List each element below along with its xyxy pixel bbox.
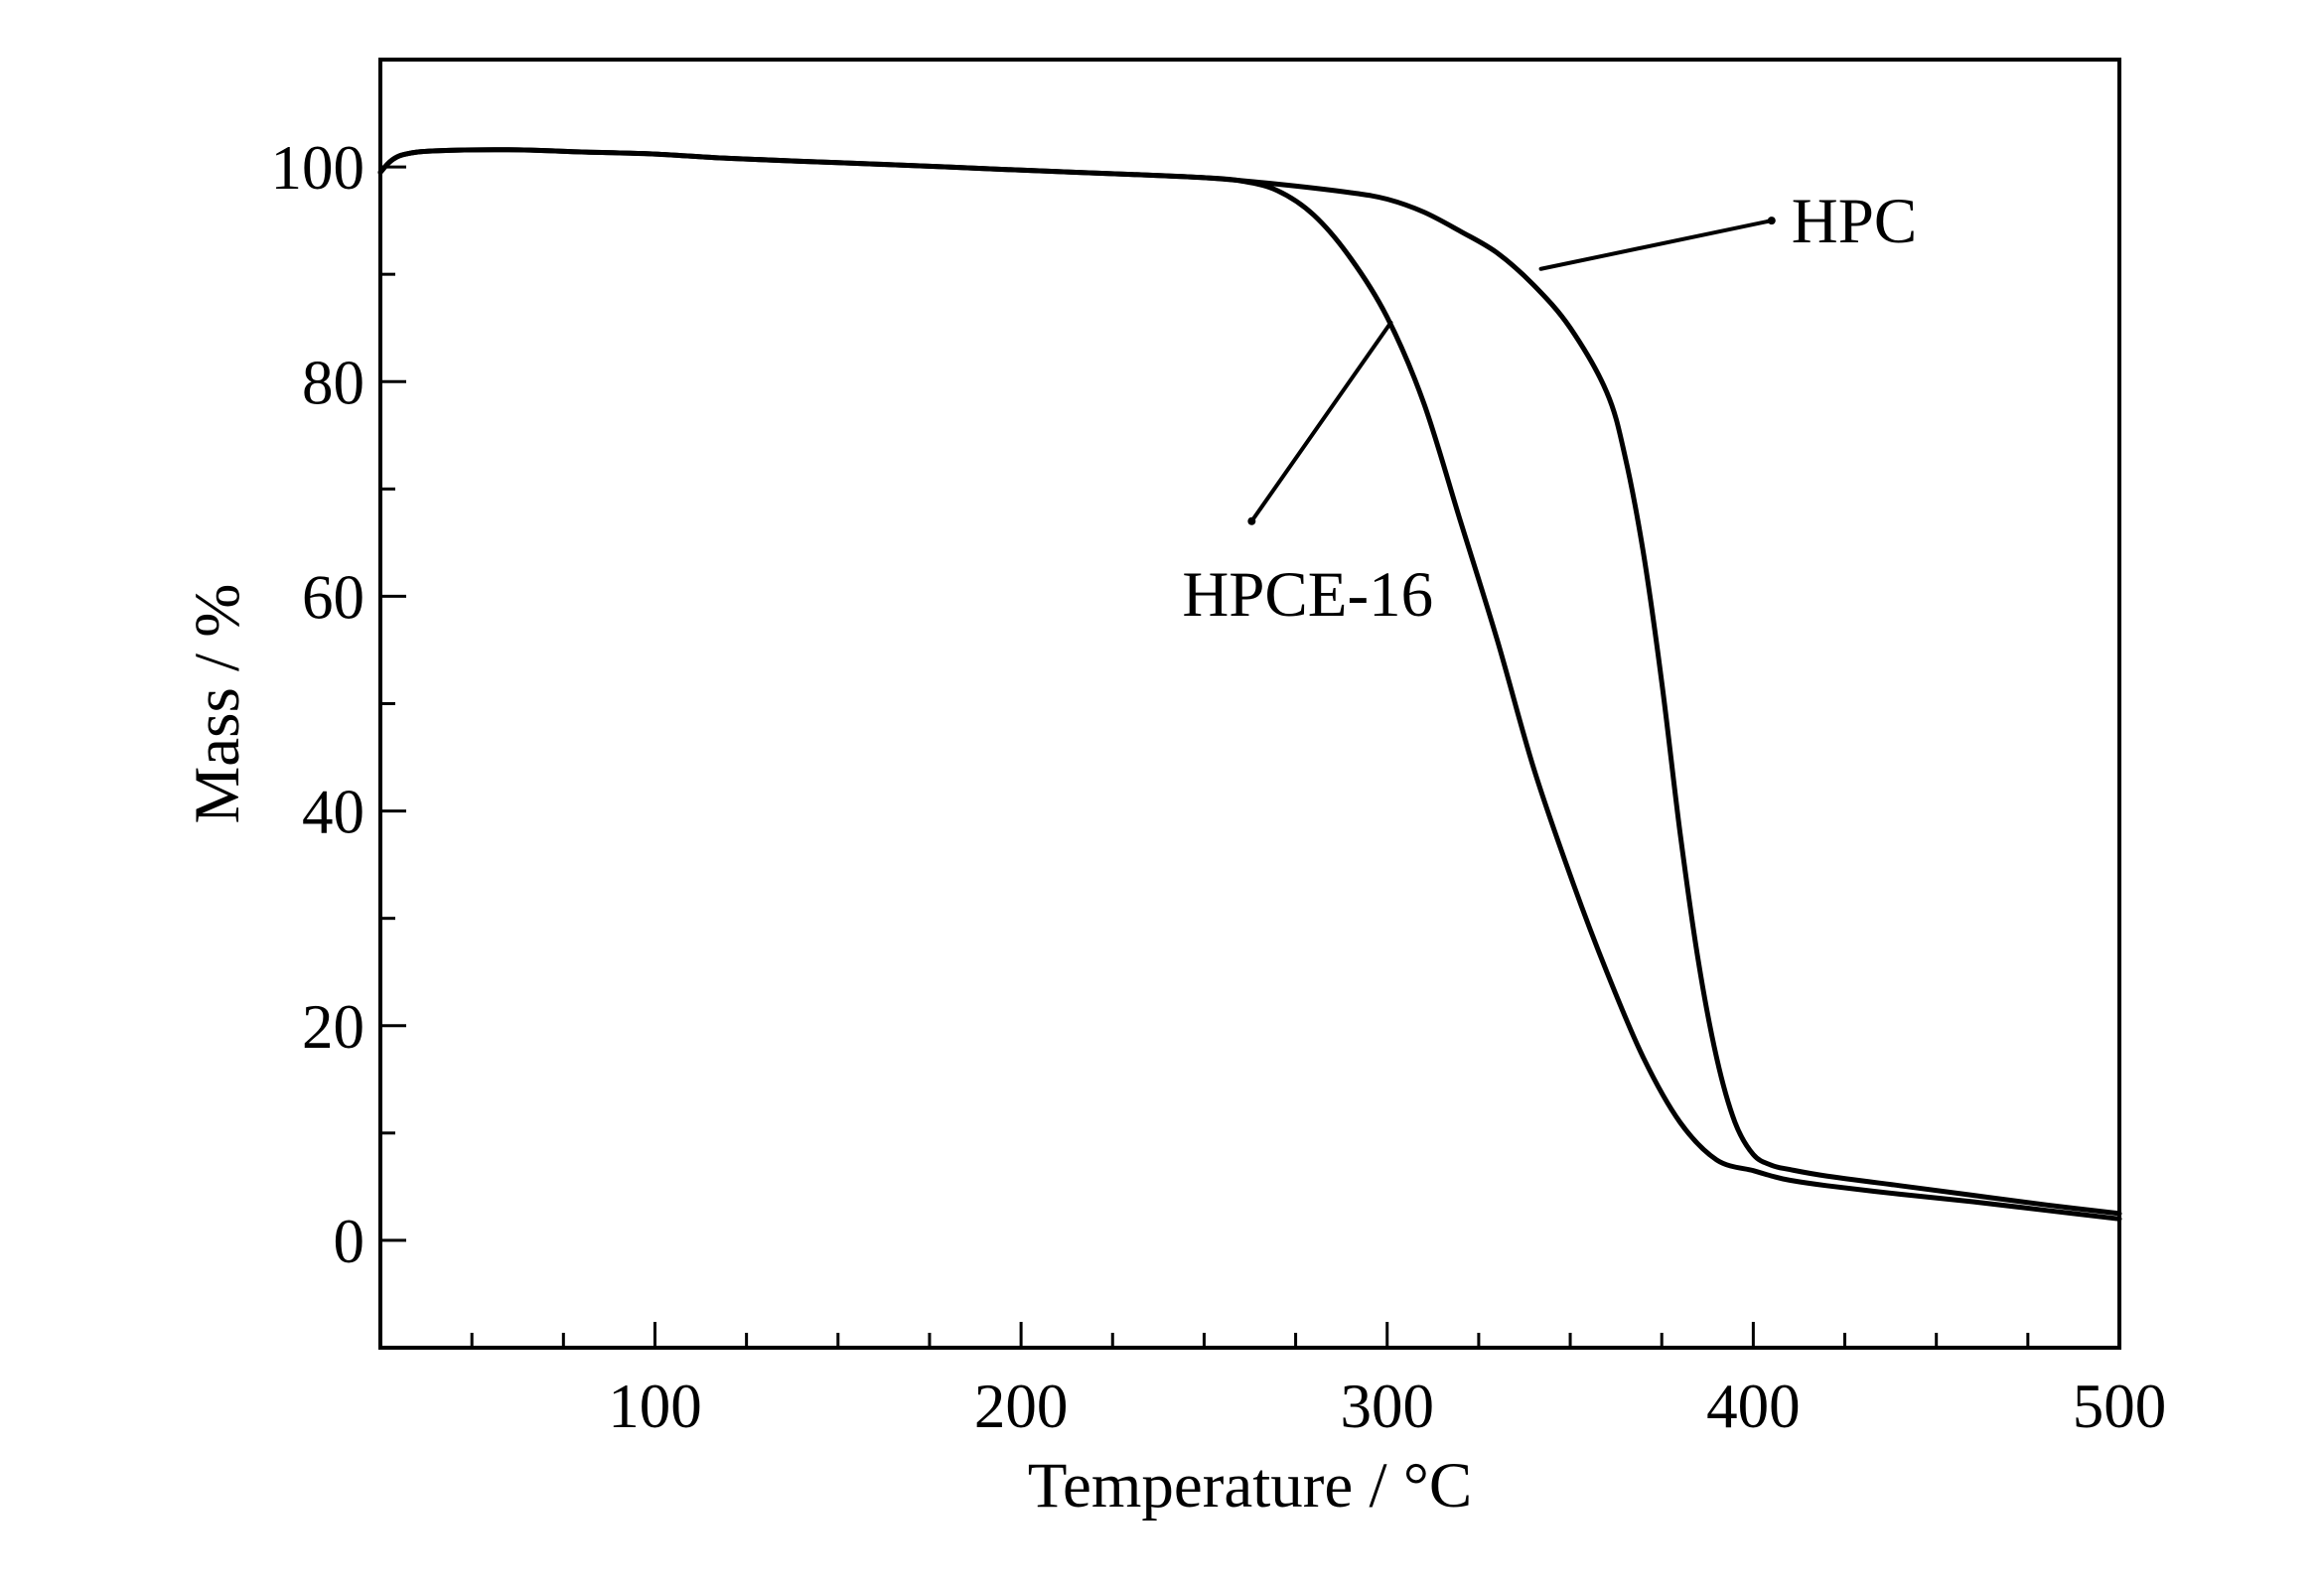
x-tick-label: 300 — [1340, 1372, 1434, 1441]
y-tick-label: 60 — [302, 562, 364, 632]
series-line-hpc — [377, 147, 2122, 1217]
x-tick-label: 200 — [974, 1372, 1069, 1441]
tick-labels-layer: 100 200 300 400 500 0 20 40 60 80 100 — [271, 133, 2167, 1441]
y-tick-label: 0 — [334, 1207, 365, 1276]
annotation-label-hpc: HPC — [1792, 186, 1917, 257]
annotations-layer: HPC HPCE-16 — [1182, 186, 1917, 631]
x-tick-label: 500 — [2073, 1372, 2167, 1441]
annotation-pointer-dot — [1767, 217, 1776, 225]
annotation-pointer-dot — [1247, 516, 1256, 525]
x-tick-label: 400 — [1706, 1372, 1801, 1441]
x-tick-label: 100 — [608, 1372, 702, 1441]
series-line-hpce-16 — [377, 147, 2122, 1222]
y-tick-label: 100 — [271, 133, 365, 203]
annotation-pointer-hpce-16 — [1249, 320, 1393, 523]
annotation-label-hpce-16: HPCE-16 — [1182, 559, 1433, 631]
curves-layer — [377, 147, 2122, 1222]
y-tick-label: 40 — [302, 778, 364, 847]
y-axis-title: Mass / % — [182, 584, 253, 824]
annotation-pointer-hpc — [1538, 218, 1774, 271]
x-axis-title: Temperature / °C — [1028, 1450, 1472, 1522]
ticks-layer — [380, 165, 2030, 1348]
y-tick-label: 80 — [302, 348, 364, 417]
y-tick-label: 20 — [302, 992, 364, 1062]
